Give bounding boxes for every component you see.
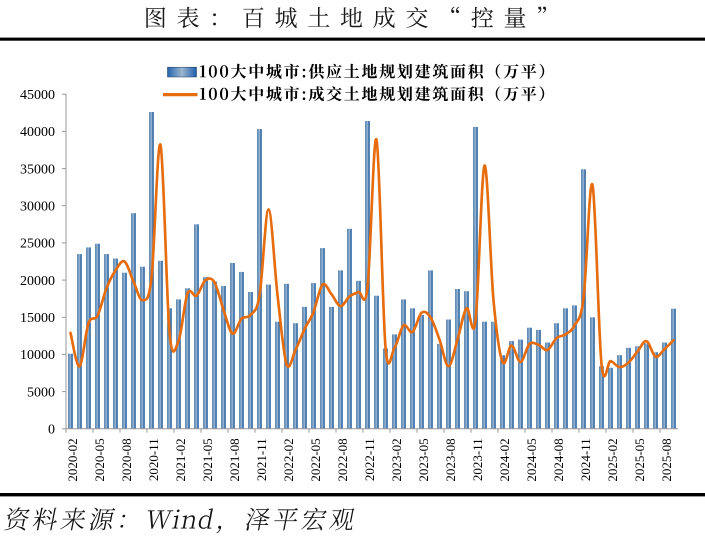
svg-text:2024-02: 2024-02 [497, 438, 512, 481]
svg-text:2023-08: 2023-08 [443, 438, 458, 481]
svg-text:2021-02: 2021-02 [173, 438, 188, 481]
svg-text:2020-08: 2020-08 [119, 438, 134, 481]
svg-text:2023-05: 2023-05 [416, 438, 431, 481]
svg-text:20000: 20000 [20, 274, 55, 289]
svg-text:2022-02: 2022-02 [281, 438, 296, 481]
svg-text:2024-05: 2024-05 [524, 438, 539, 481]
svg-text:10000: 10000 [20, 348, 55, 363]
svg-text:2025-05: 2025-05 [632, 438, 647, 481]
svg-text:25000: 25000 [20, 237, 55, 252]
svg-text:2020-11: 2020-11 [146, 438, 161, 481]
svg-text:2025-08: 2025-08 [659, 438, 674, 481]
svg-text:35000: 35000 [20, 162, 55, 177]
svg-text:5000: 5000 [27, 385, 55, 400]
svg-text:15000: 15000 [20, 311, 55, 326]
svg-text:2023-11: 2023-11 [470, 438, 485, 481]
svg-text:2025-02: 2025-02 [605, 438, 620, 481]
svg-text:2022-05: 2022-05 [308, 438, 323, 481]
svg-text:2022-11: 2022-11 [362, 438, 377, 481]
svg-text:45000: 45000 [20, 88, 55, 103]
svg-text:2023-02: 2023-02 [389, 438, 404, 481]
svg-text:2021-08: 2021-08 [227, 438, 242, 481]
svg-text:2020-05: 2020-05 [92, 438, 107, 481]
svg-text:2021-05: 2021-05 [200, 438, 215, 481]
svg-text:2024-08: 2024-08 [551, 438, 566, 481]
svg-text:30000: 30000 [20, 199, 55, 214]
svg-text:2021-11: 2021-11 [254, 438, 269, 481]
svg-text:2024-11: 2024-11 [578, 438, 593, 481]
svg-text:2022-08: 2022-08 [335, 438, 350, 481]
svg-text:40000: 40000 [20, 125, 55, 140]
svg-text:0: 0 [48, 423, 55, 438]
svg-text:2020-02: 2020-02 [65, 438, 80, 481]
